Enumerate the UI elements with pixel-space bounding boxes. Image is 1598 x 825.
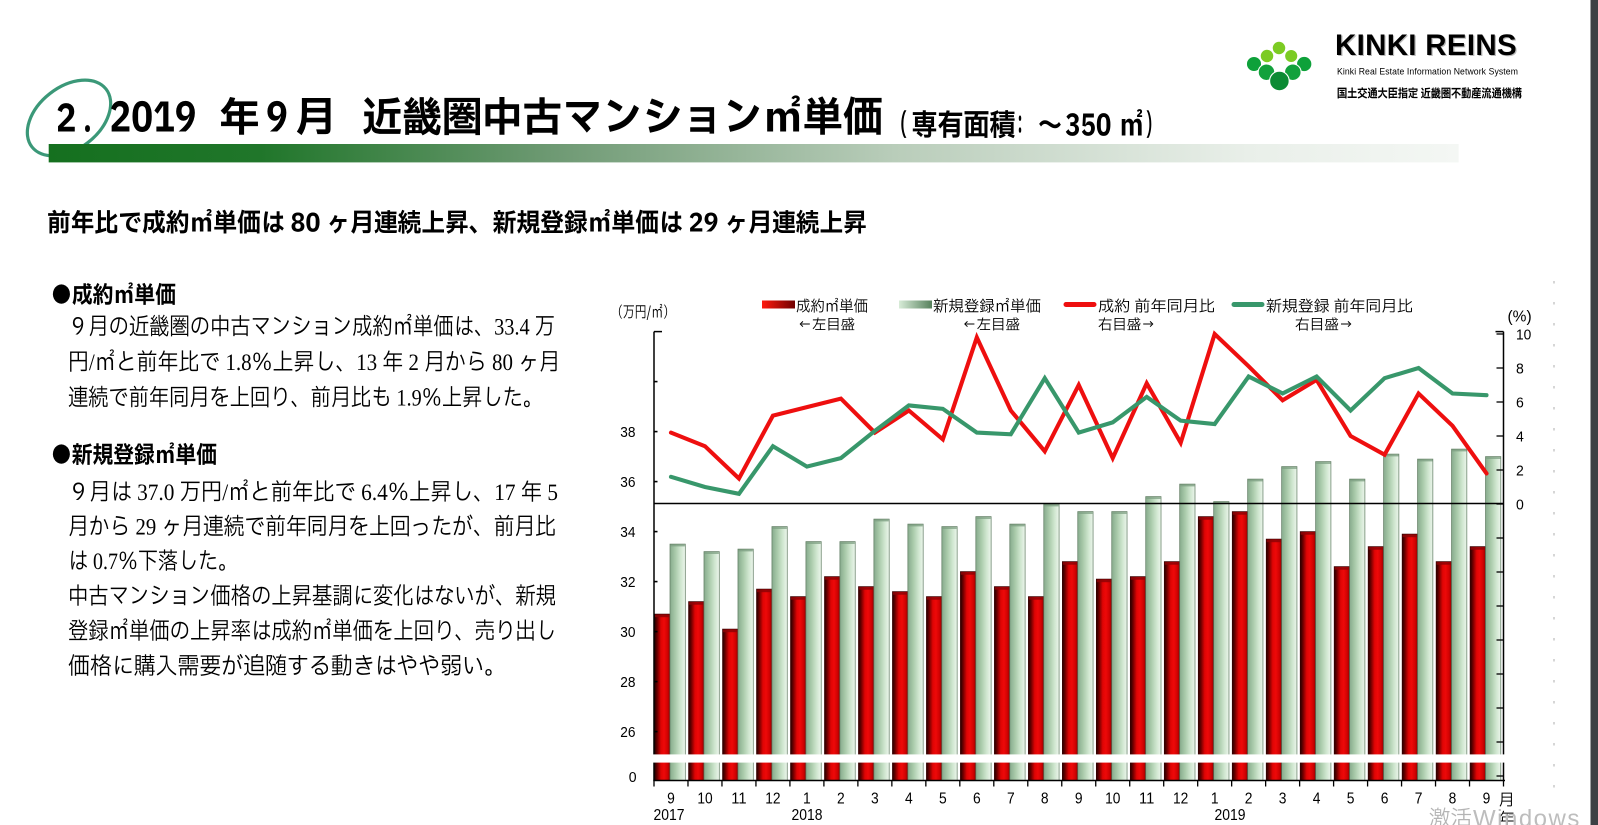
svg-text:0: 0 — [1516, 497, 1524, 514]
svg-text:7: 7 — [1415, 791, 1423, 808]
svg-text:2019: 2019 — [1215, 807, 1246, 824]
svg-text:30: 30 — [620, 624, 635, 641]
svg-text:10: 10 — [1105, 791, 1121, 808]
svg-text:11: 11 — [731, 791, 746, 808]
svg-text:Kinki Real Estate Information: Kinki Real Estate Information Network Sy… — [1337, 67, 1518, 78]
svg-text:12: 12 — [765, 791, 780, 808]
svg-text:10: 10 — [697, 791, 713, 808]
svg-text:9: 9 — [667, 791, 675, 808]
svg-text:(%): (%) — [1508, 309, 1532, 326]
svg-text:6: 6 — [1381, 791, 1389, 808]
svg-text:3: 3 — [871, 791, 879, 808]
svg-text:26: 26 — [620, 724, 635, 741]
svg-text:32: 32 — [620, 574, 635, 591]
svg-text:10: 10 — [1516, 327, 1531, 344]
svg-text:4: 4 — [905, 791, 913, 808]
svg-text:1: 1 — [803, 791, 811, 808]
svg-text:5: 5 — [939, 791, 947, 808]
svg-text:8: 8 — [1516, 361, 1524, 378]
svg-text:9: 9 — [1483, 791, 1491, 808]
svg-text:38: 38 — [620, 424, 635, 441]
svg-text:8: 8 — [1041, 791, 1049, 808]
svg-text:Windows: Windows — [1473, 806, 1581, 825]
svg-text:34: 34 — [620, 524, 635, 541]
svg-text:36: 36 — [620, 474, 635, 491]
svg-text:1: 1 — [1211, 791, 1219, 808]
svg-text:28: 28 — [620, 674, 635, 691]
svg-text:6: 6 — [973, 791, 981, 808]
svg-text:9: 9 — [1075, 791, 1083, 808]
svg-text:12: 12 — [1173, 791, 1188, 808]
svg-text:5: 5 — [1347, 791, 1355, 808]
svg-text:0: 0 — [629, 769, 637, 786]
svg-text:8: 8 — [1449, 791, 1457, 808]
svg-text:4: 4 — [1516, 429, 1524, 446]
svg-text:2017: 2017 — [654, 807, 685, 824]
svg-text:3: 3 — [1279, 791, 1287, 808]
svg-text:4: 4 — [1313, 791, 1321, 808]
svg-text:11: 11 — [1139, 791, 1154, 808]
svg-text:2018: 2018 — [792, 807, 823, 824]
svg-text:KINKI REINS: KINKI REINS — [1335, 29, 1517, 62]
svg-text:2: 2 — [1245, 791, 1253, 808]
svg-text:KINKI REINS: KINKI REINS — [1336, 30, 1518, 63]
svg-text:6: 6 — [1516, 395, 1524, 412]
svg-text:7: 7 — [1007, 791, 1015, 808]
svg-text:2: 2 — [1516, 463, 1524, 480]
svg-text:2: 2 — [837, 791, 845, 808]
